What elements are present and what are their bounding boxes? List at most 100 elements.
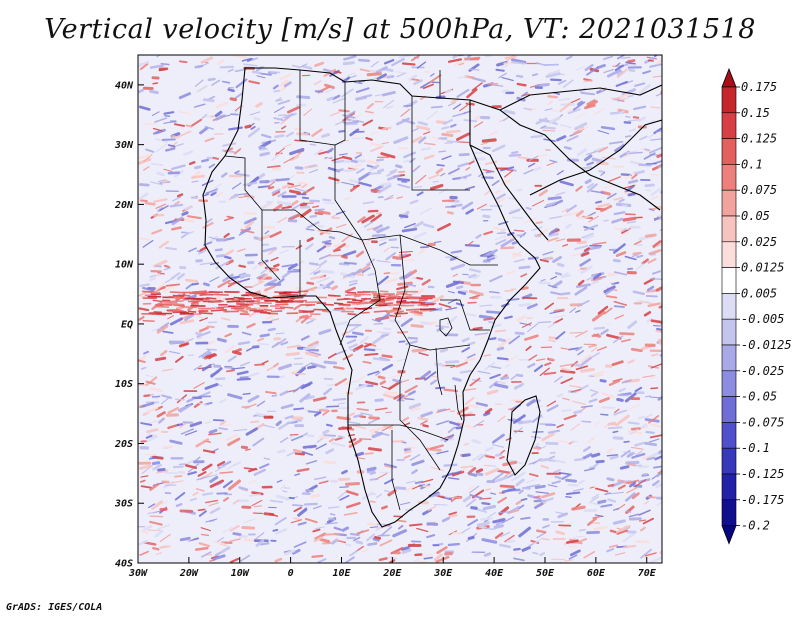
field-streak	[216, 460, 226, 467]
colorbar-level-label: -0.1	[741, 441, 770, 455]
field-streak	[168, 350, 181, 355]
field-streak	[280, 403, 294, 410]
field-streak	[313, 476, 327, 481]
field-streak	[162, 330, 174, 334]
field-streak	[574, 286, 588, 296]
field-streak	[610, 97, 621, 100]
field-streak	[251, 491, 264, 496]
field-streak	[614, 227, 625, 231]
field-streak	[233, 55, 247, 59]
field-streak	[194, 64, 204, 69]
field-streak	[409, 523, 423, 527]
field-streak	[535, 491, 549, 494]
field-streak	[506, 355, 519, 363]
field-streak	[419, 207, 432, 215]
field-streak	[507, 196, 516, 201]
field-streak	[591, 157, 605, 163]
field-streak	[246, 194, 253, 200]
field-streak	[271, 188, 281, 195]
field-streak	[643, 413, 654, 419]
field-streak	[314, 211, 324, 216]
field-streak	[555, 530, 566, 536]
field-streak	[448, 513, 458, 518]
field-streak	[191, 282, 200, 286]
field-streak	[413, 231, 427, 239]
field-streak	[151, 395, 161, 398]
field-streak	[267, 181, 276, 188]
field-streak	[606, 547, 615, 553]
field-streak	[651, 270, 662, 275]
field-streak	[367, 370, 380, 376]
field-streak	[382, 363, 394, 371]
field-streak	[284, 549, 296, 556]
field-streak	[417, 121, 428, 126]
field-streak	[421, 478, 434, 483]
field-streak	[200, 527, 212, 532]
field-streak	[324, 87, 336, 94]
field-streak	[401, 62, 416, 66]
field-streak	[455, 426, 463, 430]
field-streak	[476, 203, 487, 210]
field-streak	[433, 553, 443, 562]
field-streak	[309, 169, 319, 174]
field-streak	[202, 193, 210, 197]
field-streak	[380, 526, 393, 537]
field-streak	[366, 533, 375, 542]
field-streak	[209, 519, 216, 523]
field-streak	[484, 55, 492, 58]
field-streak	[223, 232, 230, 238]
field-streak	[152, 130, 161, 135]
field-streak	[429, 183, 444, 191]
field-streak	[294, 473, 301, 476]
field-streak	[221, 172, 228, 178]
field-streak	[241, 57, 252, 62]
field-streak	[358, 171, 371, 181]
field-streak	[492, 518, 506, 524]
field-streak	[511, 216, 524, 219]
field-streak	[247, 127, 261, 138]
field-streak	[401, 379, 410, 383]
field-streak	[541, 432, 555, 442]
field-streak	[398, 55, 413, 59]
field-streak	[220, 543, 228, 547]
field-streak	[142, 240, 154, 248]
field-streak	[412, 165, 421, 173]
field-streak	[367, 209, 379, 213]
field-streak	[583, 467, 595, 472]
field-streak	[202, 222, 214, 229]
field-streak	[149, 89, 159, 95]
field-streak	[479, 304, 493, 307]
field-streak	[149, 273, 163, 278]
field-streak	[330, 479, 338, 483]
field-streak	[138, 192, 149, 201]
field-streak	[516, 188, 523, 192]
field-streak	[511, 240, 519, 245]
field-streak	[139, 479, 146, 483]
field-streak	[490, 492, 496, 495]
field-streak	[389, 168, 398, 174]
field-streak	[591, 347, 598, 353]
field-streak	[607, 483, 615, 488]
field-streak	[580, 405, 593, 408]
lon-label: 0	[288, 568, 294, 579]
field-streak	[219, 65, 235, 69]
field-streak	[229, 557, 240, 563]
field-streak	[483, 552, 492, 557]
field-streak	[205, 421, 212, 424]
field-streak	[420, 246, 429, 249]
field-streak	[548, 227, 558, 235]
field-streak	[646, 285, 655, 292]
field-streak	[606, 69, 622, 78]
field-streak	[532, 536, 544, 545]
field-streak	[473, 420, 485, 428]
field-streak	[403, 104, 412, 107]
field-streak	[161, 501, 168, 505]
field-streak	[527, 256, 539, 260]
field-streak	[588, 215, 599, 223]
field-streak	[367, 272, 375, 277]
field-streak	[472, 453, 483, 462]
field-streak	[201, 463, 213, 472]
field-streak	[494, 532, 504, 540]
field-streak	[488, 320, 496, 325]
field-streak	[418, 136, 427, 144]
